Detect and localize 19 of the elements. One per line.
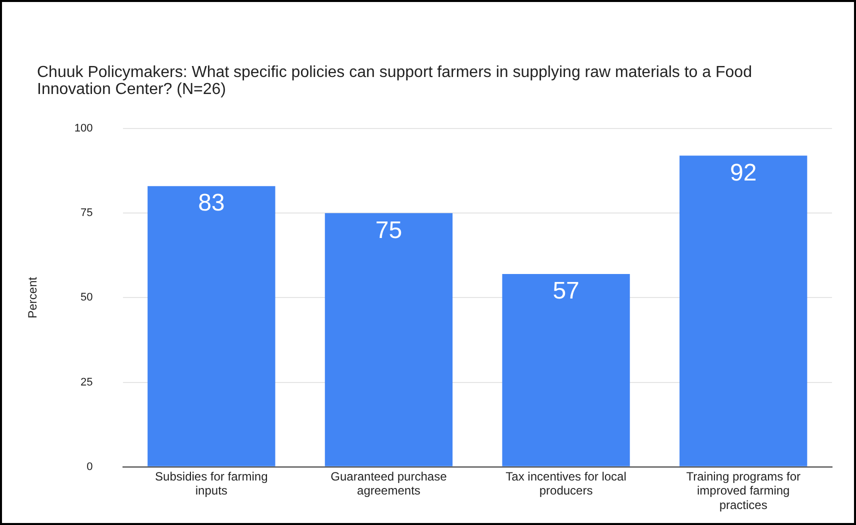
bar (502, 274, 630, 466)
y-tick-label: 25 (80, 376, 93, 388)
bar (324, 213, 453, 466)
x-tick-label: Tax incentives for local producers (506, 469, 626, 498)
x-tick-label: Subsidies for farming inputs (155, 469, 268, 498)
x-tick-label: Training programs for improved farming practices (686, 469, 800, 512)
data-label: 83 (198, 190, 225, 217)
y-tick-label: 0 (86, 460, 93, 473)
y-tick-label: 75 (80, 207, 93, 220)
y-axis-title: Percent (26, 276, 40, 318)
bar (680, 156, 808, 466)
chart-title: Chuuk Policymakers: What specific policies can support farmers in supplying raw materials to a Food Innovation Center? (N=26) (37, 64, 753, 98)
y-tick-label: 50 (80, 292, 93, 304)
data-label: 92 (730, 159, 757, 186)
bar (148, 186, 276, 466)
x-tick-label: Guaranteed purchase agreements (330, 469, 448, 498)
data-label: 57 (552, 278, 580, 305)
data-label: 75 (375, 216, 402, 244)
y-tick-label: 100 (74, 122, 93, 135)
